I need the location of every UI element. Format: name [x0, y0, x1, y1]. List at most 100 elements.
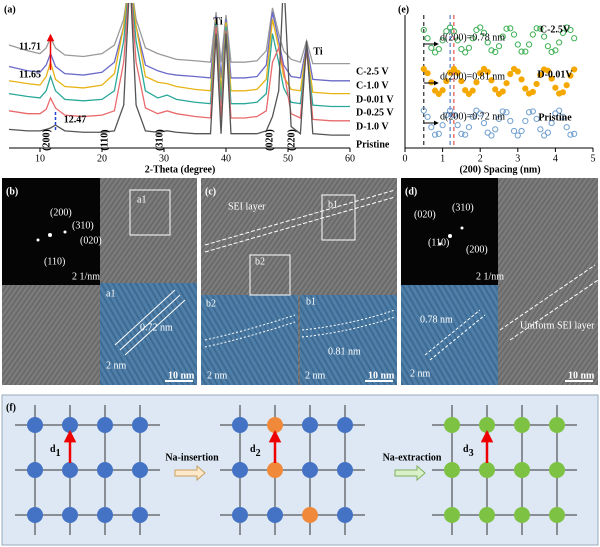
point	[450, 28, 457, 35]
atom	[27, 507, 43, 523]
atom	[132, 507, 148, 523]
micrograph-label: (200)	[50, 207, 72, 218]
micrograph-label: 2 nm	[106, 360, 127, 371]
annotation: 12.47	[64, 114, 87, 125]
point	[529, 31, 536, 38]
point	[424, 70, 431, 77]
point	[473, 107, 480, 114]
panel-label: (a)	[4, 4, 16, 15]
annotation: (310)	[154, 129, 165, 151]
point	[447, 24, 454, 31]
point	[431, 131, 439, 138]
atom	[514, 417, 530, 433]
sei-boundary	[204, 189, 396, 253]
point	[525, 109, 533, 116]
point	[469, 35, 476, 42]
micrograph-label: b1	[328, 199, 338, 210]
spacing-label: d3	[463, 444, 474, 459]
point	[454, 37, 461, 44]
point	[559, 29, 567, 36]
point	[552, 110, 559, 117]
point	[488, 47, 495, 54]
point	[495, 43, 503, 50]
point	[428, 124, 435, 131]
micrograph-label: (020)	[414, 209, 436, 220]
annotation: (200)	[41, 129, 52, 151]
annotation: (020)	[264, 129, 275, 151]
point	[484, 68, 491, 76]
point	[514, 41, 521, 48]
point	[447, 107, 454, 114]
point	[488, 77, 495, 84]
micrograph-label: a1	[106, 288, 115, 299]
process-label: Na-extraction	[383, 452, 442, 463]
point	[420, 26, 427, 34]
micrograph-label: 0.78 nm	[420, 314, 453, 325]
annotation: d(200)=0.72 nm	[440, 111, 505, 122]
point	[571, 130, 578, 137]
point	[435, 45, 442, 53]
point	[537, 126, 544, 133]
point	[480, 29, 488, 36]
point	[420, 65, 427, 73]
atom	[97, 462, 113, 478]
micrograph-label: (b)	[6, 186, 18, 197]
point	[559, 89, 567, 96]
atom	[27, 417, 43, 433]
micrograph-label: 0.72 nm	[140, 322, 173, 333]
micrograph-label: (200)	[466, 244, 488, 255]
hr-inset-c2	[201, 295, 298, 385]
x-tick-label: 5	[591, 153, 596, 164]
point	[480, 119, 488, 127]
series-label: Pristine	[538, 112, 572, 123]
annotation: d(200)=0.81 nm	[440, 71, 505, 82]
legend-label: D-0.25 V	[356, 107, 394, 118]
spacing-subscript: 1	[56, 448, 61, 459]
legend-label: C-2.5 V	[356, 66, 389, 77]
point	[462, 131, 469, 138]
x-tick-label: 60	[345, 153, 355, 164]
point	[439, 87, 446, 94]
point	[431, 49, 439, 56]
annotation: Ti	[313, 46, 322, 57]
x-tick-label: 40	[221, 153, 231, 164]
atom	[267, 417, 283, 433]
atom	[479, 507, 495, 523]
atom	[479, 417, 495, 433]
micrograph-label: (110)	[44, 256, 65, 267]
micrograph-label: b1	[306, 296, 316, 307]
point	[522, 48, 529, 55]
point	[544, 129, 551, 136]
atom	[232, 462, 248, 478]
point	[435, 130, 442, 137]
point	[571, 66, 578, 73]
x-tick-label: 50	[283, 153, 293, 164]
atom	[444, 462, 460, 478]
point	[533, 25, 540, 32]
atom	[302, 462, 318, 478]
point	[488, 132, 495, 139]
annotation: 11.71	[19, 41, 41, 52]
atom	[267, 462, 283, 478]
point	[503, 80, 510, 87]
xrd-curve	[8, 3, 350, 82]
point	[477, 110, 484, 117]
point	[537, 71, 544, 78]
point	[428, 44, 435, 51]
micrograph-label: 2 nm	[410, 368, 431, 379]
point	[518, 48, 525, 55]
point	[533, 115, 540, 123]
micrograph-label: SEI layer	[228, 201, 266, 212]
atom	[549, 417, 565, 433]
point	[514, 132, 521, 139]
point	[492, 86, 499, 93]
xrd-curve	[8, 3, 350, 122]
region-box	[321, 194, 356, 241]
point	[544, 43, 551, 50]
point	[484, 129, 491, 136]
annotation: 11.65	[19, 69, 41, 80]
micrograph-label: a1	[137, 194, 146, 205]
annotation: (110)	[99, 129, 110, 150]
xrd-curve	[8, 3, 350, 95]
point	[567, 72, 574, 79]
